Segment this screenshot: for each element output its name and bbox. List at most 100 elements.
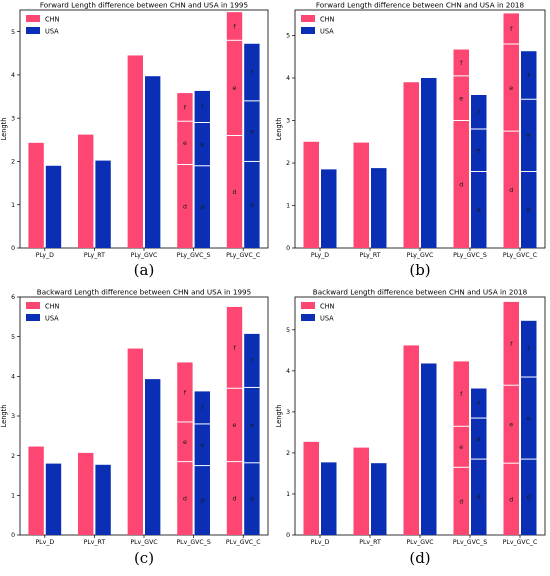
stack-segment-label: d (232, 495, 236, 503)
stack-segment-label: f (460, 390, 463, 398)
stack-segment-label: d (527, 493, 531, 501)
stack-segment-label: e (233, 84, 237, 92)
bar-chn (127, 55, 143, 248)
panel-label: (d) (409, 549, 430, 567)
bar-usa (421, 78, 437, 248)
stack-segment-label: d (200, 203, 204, 211)
stack-segment-label: d (509, 495, 513, 503)
y-tick-label: 5 (11, 334, 15, 341)
y-tick-label: 2 (286, 160, 290, 167)
y-tick-label: 0 (11, 532, 15, 539)
legend-label-usa: USA (320, 314, 334, 322)
bar-usa (471, 388, 487, 535)
bar-chn (177, 93, 193, 248)
legend-label-chn: CHN (45, 15, 60, 23)
panel-label: (b) (409, 261, 430, 279)
y-tick-label: 1 (286, 203, 290, 210)
bar-chn (226, 12, 243, 249)
y-tick-label: 4 (11, 72, 15, 79)
legend-label-usa: USA (320, 27, 334, 35)
stack-segment-label: f (528, 345, 531, 353)
y-tick-label: 1 (11, 493, 15, 500)
x-tick-label: PLy_RT (360, 252, 381, 259)
chart-title: Backward Length difference between CHN a… (37, 288, 251, 297)
stack-segment-label: e (509, 420, 513, 428)
chart-title: Forward Length difference between CHN an… (316, 1, 525, 10)
bar-chn (28, 446, 44, 535)
legend-label-chn: CHN (320, 15, 335, 23)
stack-segment-label: e (183, 438, 187, 446)
y-tick-label: 4 (286, 75, 290, 82)
y-tick-label: 3 (286, 409, 290, 416)
x-tick-label: PLv_GVC (406, 539, 433, 546)
stack-segment-label: d (232, 188, 236, 196)
x-tick-label: PLv_D (311, 539, 330, 546)
chart-panel: Forward Length difference between CHN an… (275, 1, 546, 279)
stack-segment-label: d (527, 206, 531, 214)
chart-title: Backward Length difference between CHN a… (313, 288, 528, 297)
panel-label: (c) (134, 549, 154, 567)
legend-swatch-chn (26, 15, 40, 22)
legend-label-chn: CHN (45, 302, 60, 310)
stack-segment-label: e (459, 443, 463, 451)
bar-usa (145, 379, 161, 535)
stack-segment-label: f (510, 25, 513, 33)
bar-chn (453, 361, 469, 535)
stack-segment-label: e (527, 414, 531, 422)
y-tick-label: 0 (286, 532, 290, 539)
y-tick-label: 0 (286, 245, 290, 252)
stack-segment-label: d (183, 202, 187, 210)
y-axis-label: Length (275, 118, 283, 141)
y-tick-label: 4 (11, 374, 15, 381)
y-tick-label: 3 (286, 118, 290, 125)
stack-segment-label: d (183, 495, 187, 503)
bar-usa (244, 43, 260, 248)
bar-chn (177, 362, 193, 535)
stack-segment-label: e (459, 94, 463, 102)
bar-usa (521, 320, 537, 535)
legend-label-usa: USA (45, 314, 59, 322)
stack-segment-label: f (201, 404, 204, 412)
legend-swatch-usa (26, 314, 40, 321)
y-tick-label: 5 (286, 327, 290, 334)
stack-segment-label: d (200, 496, 204, 504)
stack-segment-label: d (459, 180, 463, 188)
y-tick-label: 2 (11, 159, 15, 166)
chart-panel: Backward Length difference between CHN a… (0, 288, 269, 567)
x-tick-label: PLy_D (311, 252, 329, 259)
stack-segment-label: d (509, 186, 513, 194)
bar-chn (353, 447, 369, 535)
y-tick-label: 1 (11, 202, 15, 209)
x-tick-label: PLy_RT (84, 252, 105, 259)
bar-chn (78, 134, 94, 248)
x-tick-label: PLv_D (35, 539, 54, 546)
x-tick-label: PLv_RT (359, 539, 381, 546)
legend-swatch-chn (301, 15, 315, 22)
stack-segment-label: d (477, 206, 481, 214)
stack-segment-label: f (184, 388, 187, 396)
chart-title: Forward Length difference between CHN an… (40, 1, 248, 10)
stack-segment-label: f (184, 103, 187, 111)
stack-segment-label: e (200, 140, 204, 148)
stack-segment-label: f (460, 59, 463, 67)
bar-usa (371, 463, 387, 535)
stack-segment-label: f (478, 108, 481, 116)
x-tick-label: PLv_GVC_C (226, 539, 261, 546)
bar-usa (244, 333, 260, 535)
stack-segment-label: d (459, 497, 463, 505)
legend-swatch-chn (301, 302, 315, 309)
stack-segment-label: f (528, 71, 531, 79)
y-tick-label: 3 (11, 115, 15, 122)
stack-segment-label: f (251, 69, 254, 77)
stack-segment-label: e (233, 421, 237, 429)
bar-usa (371, 168, 387, 248)
panel-label: (a) (134, 261, 155, 279)
x-tick-label: PLv_GVC (130, 539, 157, 546)
legend-label-usa: USA (45, 27, 59, 35)
y-tick-label: 5 (286, 33, 290, 40)
legend-label-chn: CHN (320, 302, 335, 310)
x-tick-label: PLy_GVC (131, 252, 158, 259)
y-axis-label: Length (0, 405, 8, 428)
x-tick-label: PLv_GVC_S (453, 539, 487, 546)
bar-chn (403, 345, 419, 535)
